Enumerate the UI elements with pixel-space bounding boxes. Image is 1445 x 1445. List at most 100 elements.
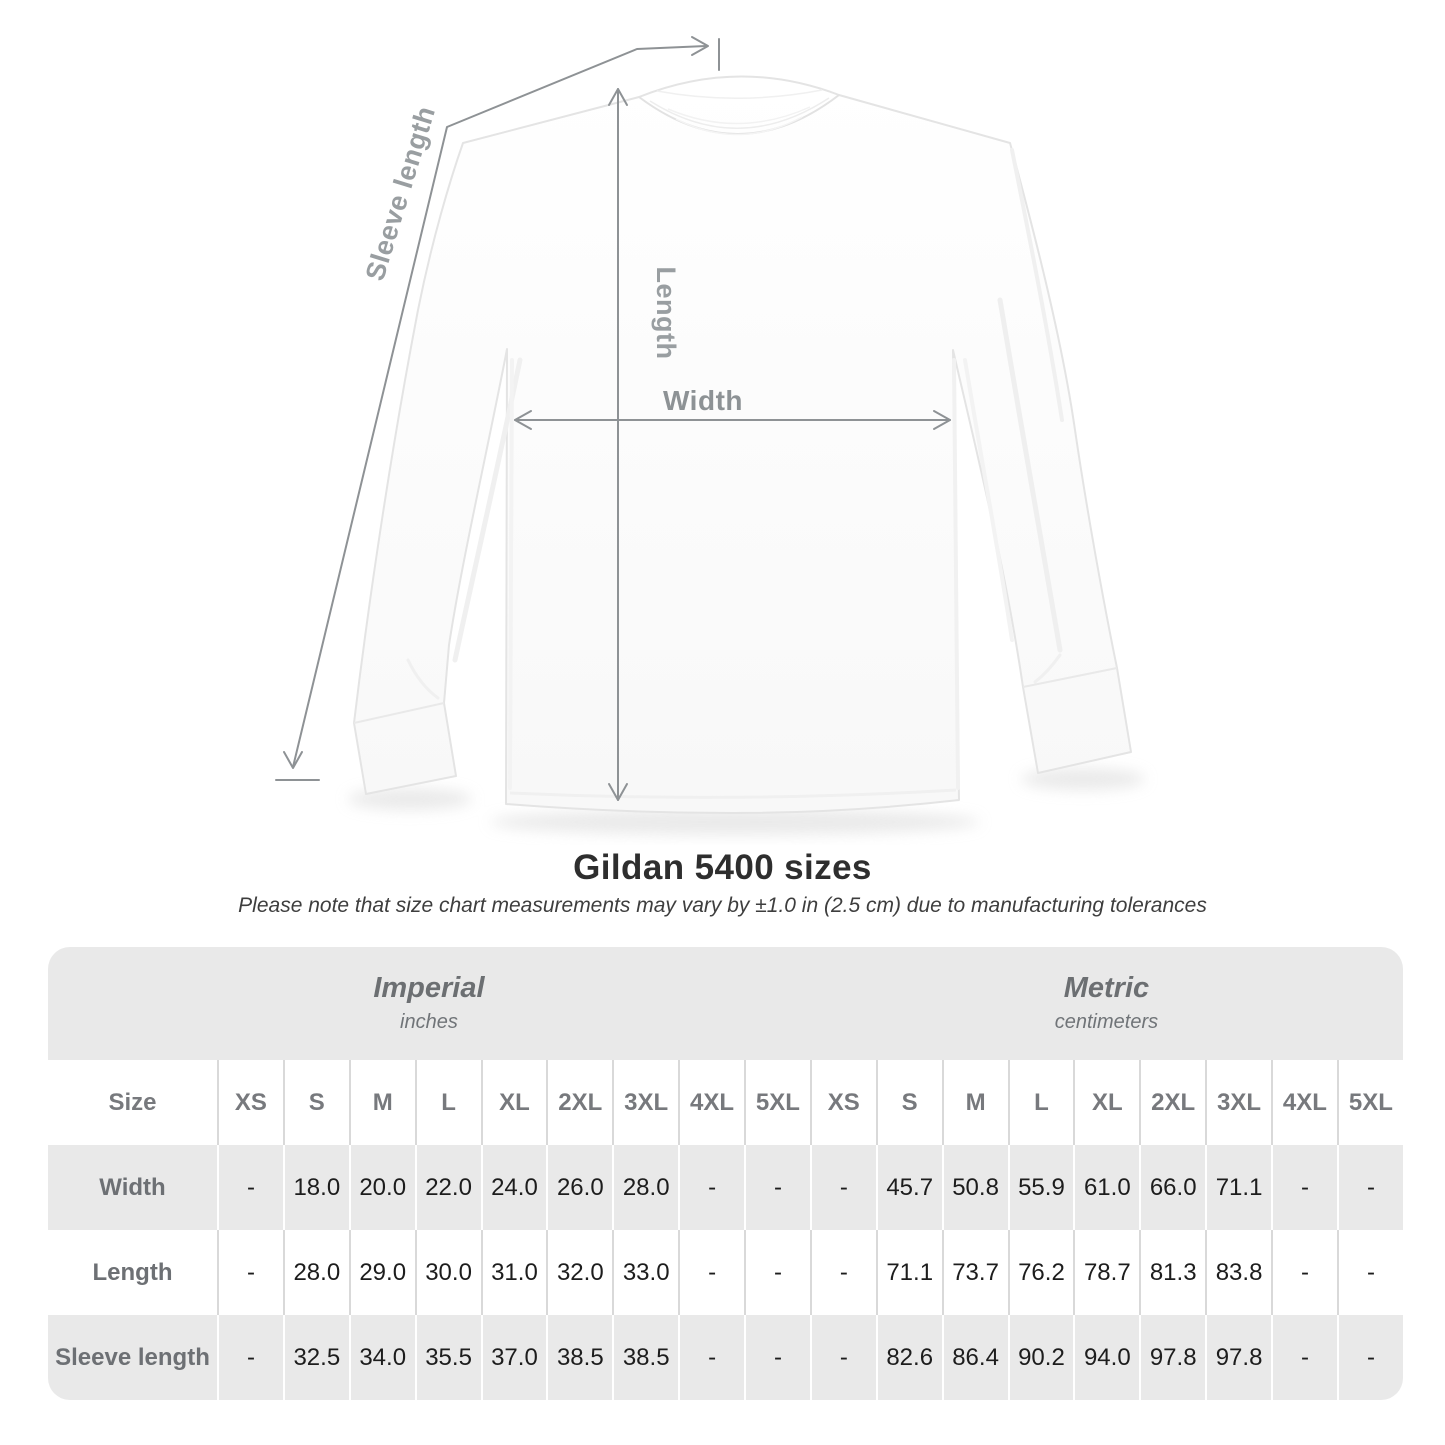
size-column-header: 3XL [1205, 1060, 1271, 1145]
imperial-label: Imperial [373, 971, 485, 1004]
measurement-value: 61.0 [1073, 1145, 1140, 1230]
measurement-value: 24.0 [480, 1145, 547, 1230]
size-column-header: XS [809, 1060, 876, 1145]
size-column-header: 3XL [612, 1060, 679, 1145]
size-column-header: XL [1073, 1060, 1140, 1145]
size-column-header: S [282, 1060, 349, 1145]
size-chart-table-container: Imperial inches Metric centimeters Size … [48, 947, 1403, 1400]
measurement-value: 32.5 [282, 1315, 349, 1400]
size-column-header: 5XL [744, 1060, 810, 1145]
size-column-header: L [1007, 1060, 1074, 1145]
row-label-width: Width [48, 1145, 217, 1230]
measurement-value: 38.5 [612, 1315, 679, 1400]
measurement-value: 28.0 [612, 1145, 679, 1230]
size-corner-header: Size [48, 1060, 217, 1145]
measurement-value: 83.8 [1205, 1230, 1271, 1315]
measurement-value: 82.6 [875, 1315, 942, 1400]
page-title: Gildan 5400 sizes [573, 848, 872, 887]
width-label: Width [663, 385, 743, 416]
size-column-header: XS [217, 1060, 283, 1145]
size-column-header: 4XL [678, 1060, 744, 1145]
measurement-value: 35.5 [414, 1315, 481, 1400]
metric-unit-label: centimeters [1054, 1011, 1159, 1034]
measurement-value: 30.0 [414, 1230, 481, 1315]
shirt-measurement-diagram: Sleeve length Length Width [275, 36, 1145, 835]
measurement-value: 37.0 [480, 1315, 547, 1400]
measurement-value: 38.5 [546, 1315, 613, 1400]
measurement-value: 31.0 [480, 1230, 547, 1315]
metric-group-header: Metric centimeters [809, 947, 1403, 1060]
measurement-value: - [744, 1315, 810, 1400]
measurement-value: 73.7 [941, 1230, 1008, 1315]
measurement-value: 97.8 [1139, 1315, 1206, 1400]
measurement-value: 20.0 [348, 1145, 415, 1230]
measurement-value: 81.3 [1139, 1230, 1206, 1315]
measurement-value: 86.4 [941, 1315, 1008, 1400]
row-label-length: Length [48, 1230, 217, 1315]
tolerance-note: Please note that size chart measurements… [238, 894, 1207, 917]
measurement-value: 33.0 [612, 1230, 679, 1315]
measurement-value: - [1336, 1145, 1403, 1230]
size-column-header: M [941, 1060, 1008, 1145]
measurement-value: 78.7 [1073, 1230, 1140, 1315]
size-column-header: 5XL [1336, 1060, 1403, 1145]
measurement-value: 66.0 [1139, 1145, 1206, 1230]
measurement-value: 90.2 [1007, 1315, 1074, 1400]
size-header-row: Size XS S M L XL 2XL 3XL 4XL 5XL XS S M L XL 2XL 3XL 4XL… [48, 1060, 1403, 1145]
measurement-value: 94.0 [1073, 1315, 1140, 1400]
measurement-value: - [1336, 1315, 1403, 1400]
size-column-header: XL [480, 1060, 547, 1145]
table-row-width: Width -18.0 20.0 22.0 24.0 26.0 28.0- - -45.7 50… [48, 1145, 1403, 1230]
width-arrow [514, 410, 951, 430]
metric-label: Metric [1063, 971, 1150, 1004]
measurement-value: - [1336, 1230, 1403, 1315]
measurement-value: - [678, 1145, 744, 1230]
measurement-value: 71.1 [1205, 1145, 1271, 1230]
measurement-value: 18.0 [282, 1145, 349, 1230]
measurement-value: - [217, 1230, 283, 1315]
measurement-value: - [809, 1230, 876, 1315]
measurement-value: - [809, 1145, 876, 1230]
shirt-shadow [348, 768, 1145, 835]
measurement-value: 76.2 [1007, 1230, 1074, 1315]
measurement-value: - [1271, 1230, 1337, 1315]
measurement-value: - [744, 1145, 810, 1230]
table-row-length: Length -28.0 29.0 30.0 31.0 32.0 33.0- - -71.1 7… [48, 1230, 1403, 1315]
table-row-sleeve-length: Sleeve length -32.5 34.0 35.5 37.0 38.5 38.5-… [48, 1315, 1403, 1400]
measurement-value: - [744, 1230, 810, 1315]
size-column-header: S [875, 1060, 942, 1145]
size-column-header: 2XL [1139, 1060, 1206, 1145]
measurement-value: 71.1 [875, 1230, 942, 1315]
measurement-value: - [678, 1230, 744, 1315]
measurement-value: 26.0 [546, 1145, 613, 1230]
measurement-value: 50.8 [941, 1145, 1008, 1230]
size-chart-table: Imperial inches Metric centimeters Size … [48, 947, 1403, 1400]
measurement-value: - [809, 1315, 876, 1400]
measurement-value: - [1271, 1145, 1337, 1230]
sleeve-length-arrow [275, 36, 720, 781]
imperial-unit-label: inches [400, 1011, 458, 1034]
measurement-value: - [217, 1145, 283, 1230]
measurement-value: - [678, 1315, 744, 1400]
length-arrow [608, 88, 628, 801]
size-column-header: M [348, 1060, 415, 1145]
measurement-value: 55.9 [1007, 1145, 1074, 1230]
measurement-value: 45.7 [875, 1145, 942, 1230]
measurement-value: 32.0 [546, 1230, 613, 1315]
length-label: Length [651, 267, 681, 360]
size-column-header: L [414, 1060, 481, 1145]
measurement-value: - [1271, 1315, 1337, 1400]
measurement-value: - [217, 1315, 283, 1400]
measurement-value: 34.0 [348, 1315, 415, 1400]
shirt-illustration [353, 75, 1132, 814]
measurement-value: 97.8 [1205, 1315, 1271, 1400]
measurement-value: 22.0 [414, 1145, 481, 1230]
measurement-value: 28.0 [282, 1230, 349, 1315]
size-column-header: 2XL [546, 1060, 613, 1145]
measurement-value: 29.0 [348, 1230, 415, 1315]
row-label-sleeve-length: Sleeve length [48, 1315, 217, 1400]
imperial-group-header: Imperial inches [48, 947, 810, 1060]
unit-group-row: Imperial inches Metric centimeters [48, 947, 1403, 1060]
size-column-header: 4XL [1271, 1060, 1337, 1145]
